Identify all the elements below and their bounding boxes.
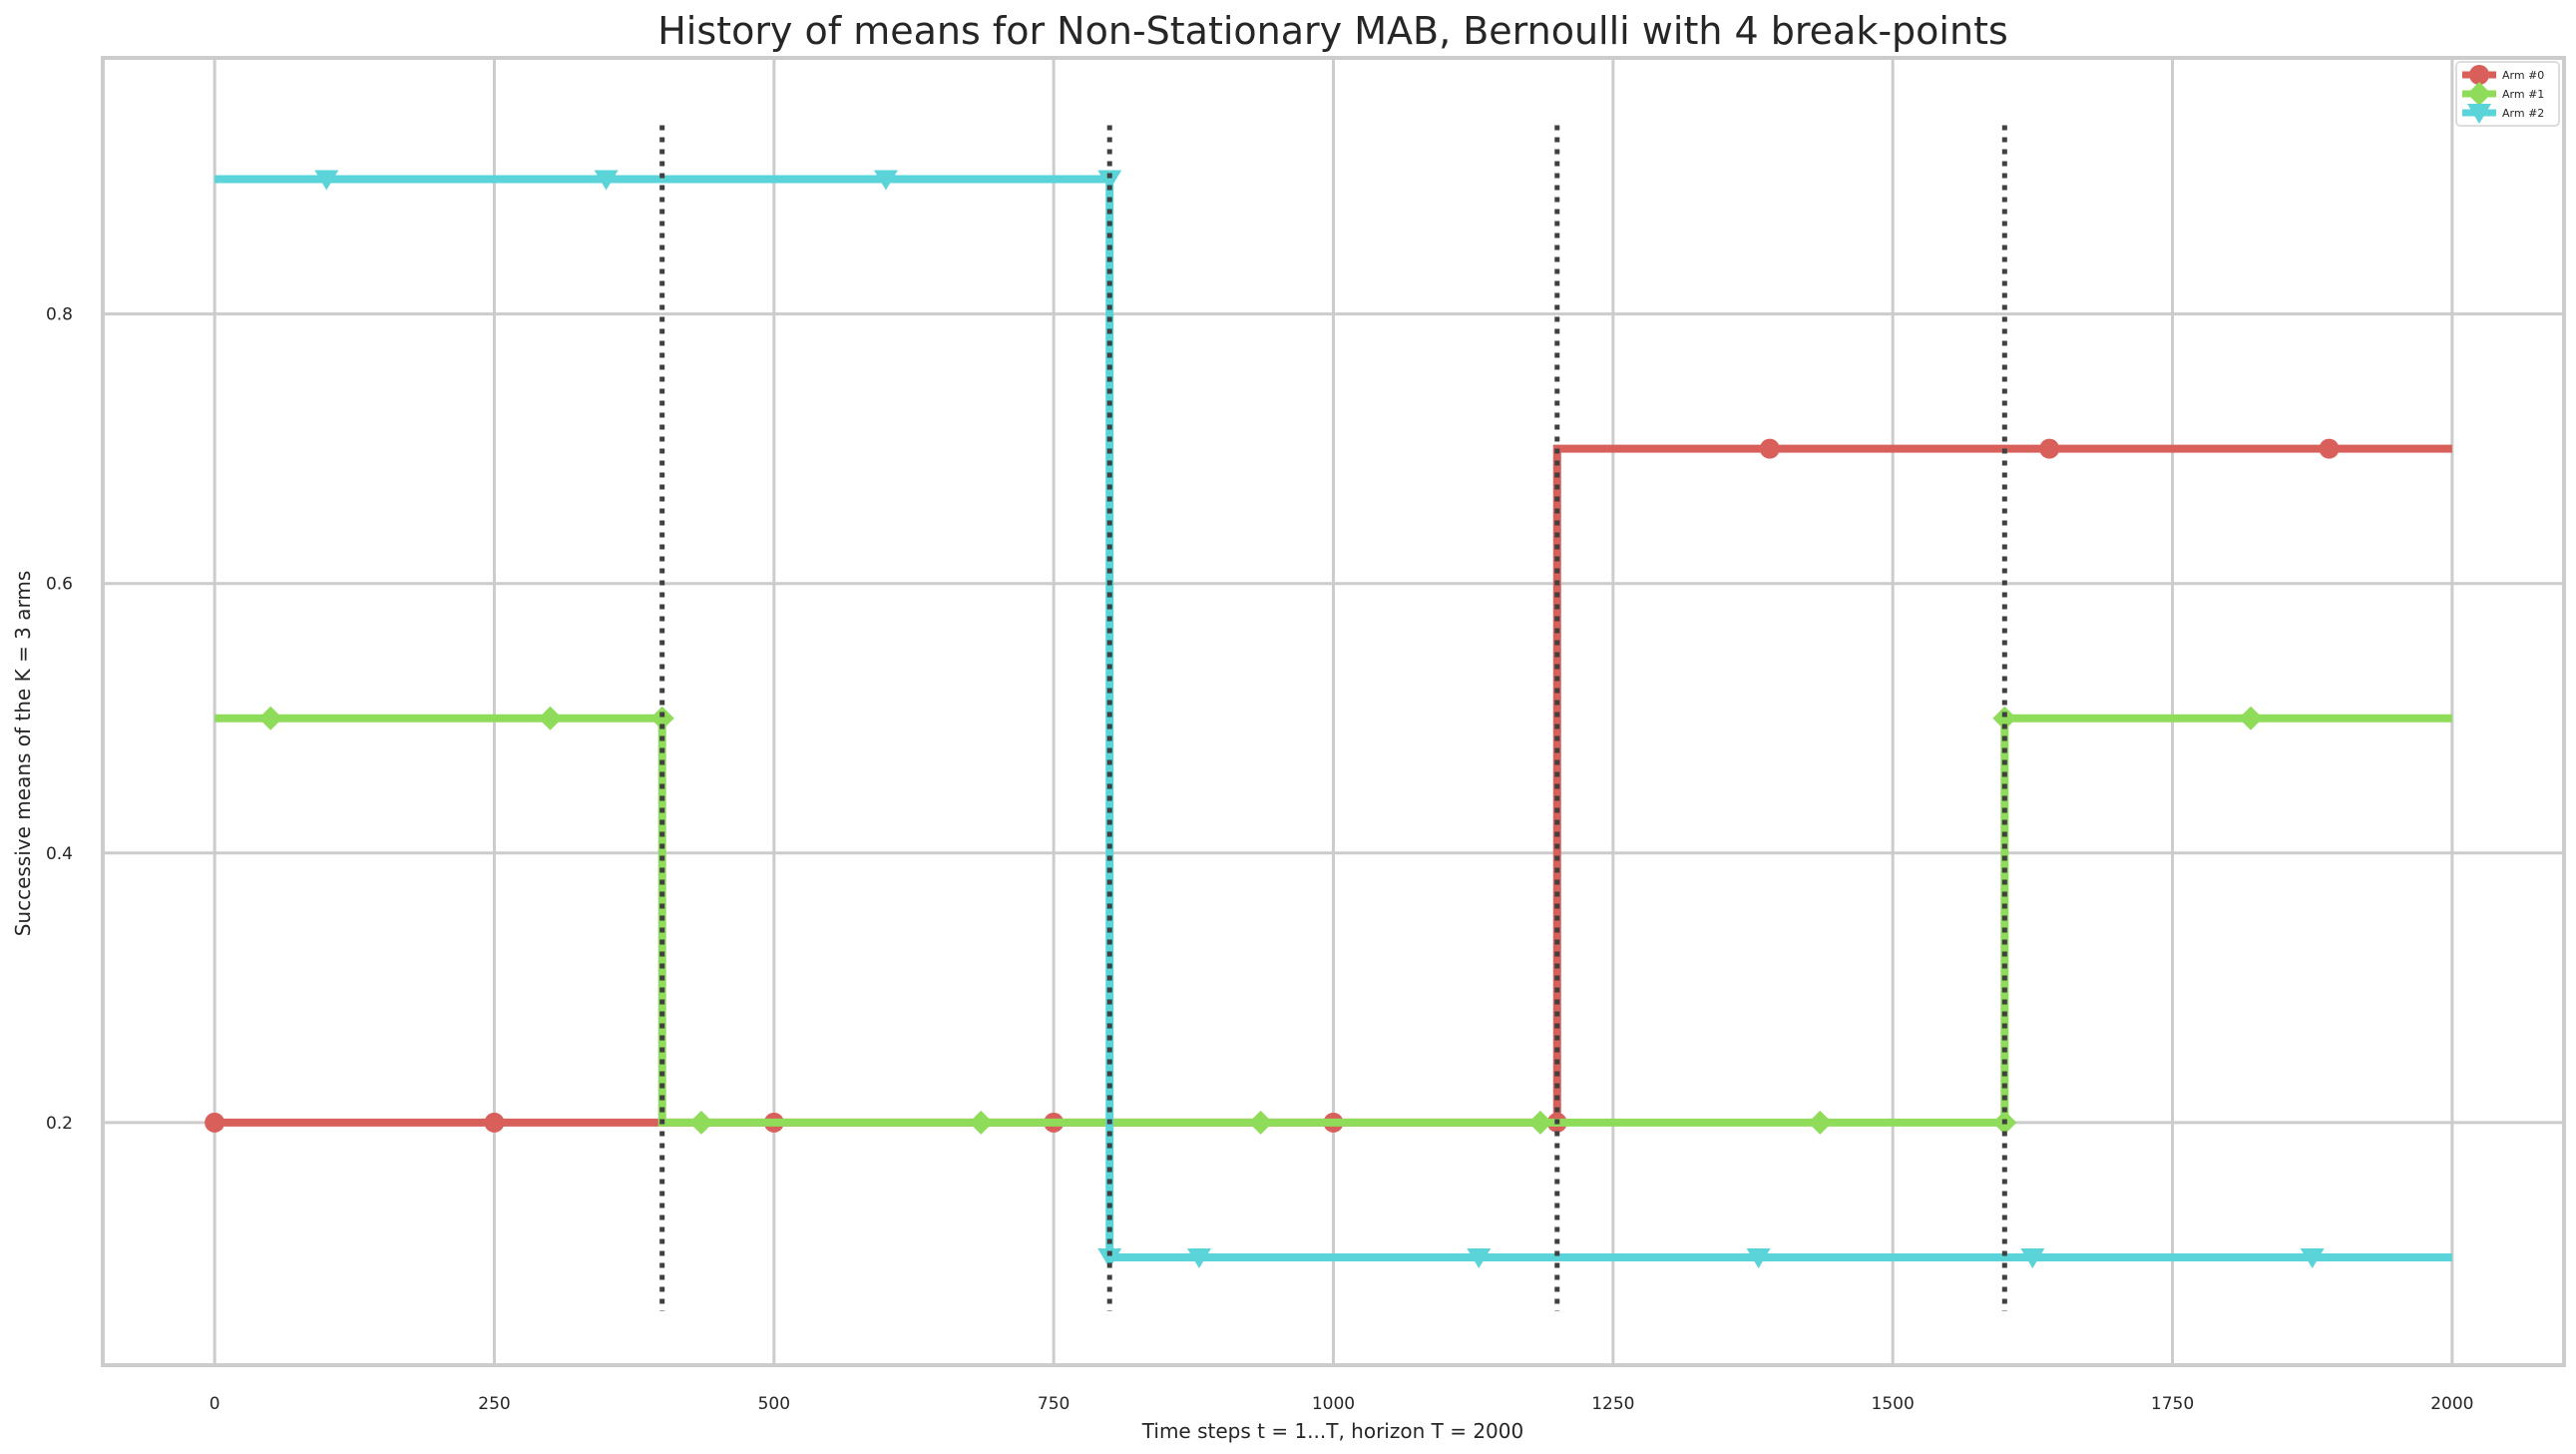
data-point-marker <box>649 706 674 730</box>
x-axis-label: Time steps t = 1...T, horizon T = 2000 <box>1141 1419 1523 1443</box>
data-point-marker <box>1527 1110 1552 1135</box>
legend-item: Arm #1 <box>2462 82 2544 106</box>
y-tick-label: 0.2 <box>46 1114 73 1134</box>
data-point-marker <box>1759 438 1780 459</box>
data-point-marker <box>314 170 339 191</box>
x-tick-label: 250 <box>478 1394 510 1414</box>
data-point-marker <box>258 706 283 730</box>
legend-item: Arm #0 <box>2462 65 2544 85</box>
data-point-marker <box>1746 1247 1771 1268</box>
data-point-marker <box>2039 438 2060 459</box>
data-point-marker <box>1248 1110 1273 1135</box>
data-point-marker <box>205 1112 225 1133</box>
data-point-marker <box>688 1110 713 1135</box>
x-tick-label: 0 <box>210 1394 220 1414</box>
data-point-marker <box>2319 438 2340 459</box>
legend: Arm #0 Arm #1 Arm #2 <box>2455 61 2560 127</box>
x-tick-label: 1750 <box>2151 1394 2194 1414</box>
x-tick-label: 750 <box>1038 1394 1070 1414</box>
series-layer <box>205 170 2452 1268</box>
legend-label: Arm #0 <box>2502 69 2544 82</box>
y-tick-label: 0.6 <box>46 575 73 595</box>
data-point-marker <box>1808 1110 1833 1135</box>
x-tick-label: 1250 <box>1591 1394 1634 1414</box>
legend-label: Arm #2 <box>2502 107 2544 120</box>
data-point-marker <box>1097 170 1122 191</box>
data-point-marker <box>2300 1247 2325 1268</box>
data-point-marker <box>873 170 898 191</box>
data-point-marker <box>2469 65 2489 85</box>
x-tick-label: 2000 <box>2430 1394 2473 1414</box>
data-point-marker <box>1467 1247 1492 1268</box>
x-tick-label: 1500 <box>1872 1394 1915 1414</box>
y-tick-label: 0.4 <box>46 844 73 864</box>
data-point-marker <box>2467 82 2491 106</box>
data-point-marker <box>2020 1247 2045 1268</box>
series-arm-2 <box>215 170 2452 1268</box>
x-tick-label: 1000 <box>1312 1394 1355 1414</box>
data-point-marker <box>594 170 619 191</box>
series-arm-0 <box>205 438 2452 1133</box>
data-point-marker <box>484 1112 505 1133</box>
data-point-marker <box>2239 706 2264 730</box>
chart-title: History of means for Non-Stationary MAB,… <box>657 9 2008 53</box>
legend-item: Arm #2 <box>2462 104 2544 124</box>
data-point-marker <box>2467 104 2491 124</box>
data-point-marker <box>969 1110 994 1135</box>
tick-labels: 0 250 500 750 1000 1250 1500 1750 2000 0.2 0.4 0.6 0… <box>46 305 2474 1414</box>
grid <box>103 58 2564 1365</box>
y-tick-label: 0.8 <box>46 305 73 325</box>
data-point-marker <box>538 706 563 730</box>
x-tick-label: 500 <box>758 1394 790 1414</box>
data-point-marker <box>1992 706 2017 730</box>
y-axis-label: Successive means of the K = 3 arms <box>11 571 35 937</box>
legend-label: Arm #1 <box>2502 88 2544 101</box>
data-point-marker <box>1186 1247 1211 1268</box>
data-point-marker <box>1097 1247 1122 1268</box>
plot-frame <box>101 56 2566 1367</box>
